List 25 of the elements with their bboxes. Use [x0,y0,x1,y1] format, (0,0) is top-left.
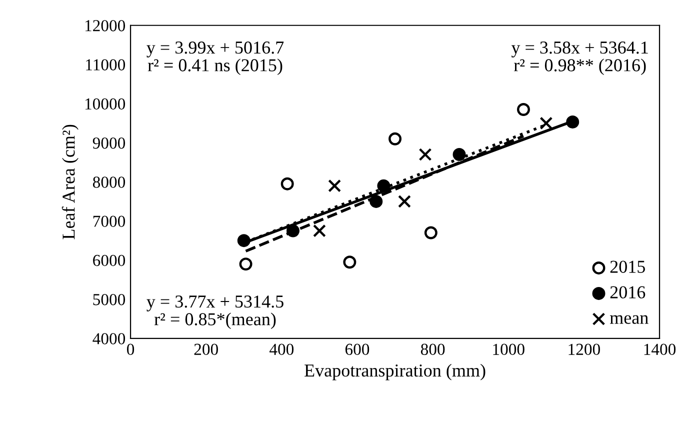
annotation: y = 3.58x + 5364.1 r² = 0.98** (2016) [511,42,648,76]
x-tick-label: 1200 [568,344,600,355]
x-axis-title: Evapotranspiration (mm) [304,364,486,380]
y-tick-label: 5000 [93,294,126,306]
y-tick-label: 12000 [85,20,126,32]
annotation: y = 3.77x + 5314.5 r² = 0.85*(mean) [146,296,284,330]
legend-label: 2016 [610,286,646,298]
y-tick-label: 7000 [93,216,126,227]
x-tick-label: 1400 [644,344,676,355]
y-tick-label: 8000 [92,176,126,188]
x-tick-label: 800 [420,344,445,355]
y-tick-label: 10000 [85,98,126,110]
x-tick-label: 400 [269,344,294,355]
legend-label: 2015 [610,260,645,273]
x-tick-label: 0 [127,344,134,355]
y-tick-label: 4000 [92,333,126,344]
x-tick-label: 600 [345,344,370,355]
y-axis-title: Leaf Area (cm²) [62,124,78,240]
annotation: y = 3.99x + 5016.7 r² = 0.41 ns (2015) [146,42,284,76]
x-tick-label: 200 [194,344,218,355]
y-tick-label: 11000 [86,59,126,70]
x-tick-label: 1000 [493,344,524,355]
y-tick-label: 6000 [93,254,126,266]
y-tick-label: 9000 [92,137,126,149]
legend-label: mean [610,315,648,324]
